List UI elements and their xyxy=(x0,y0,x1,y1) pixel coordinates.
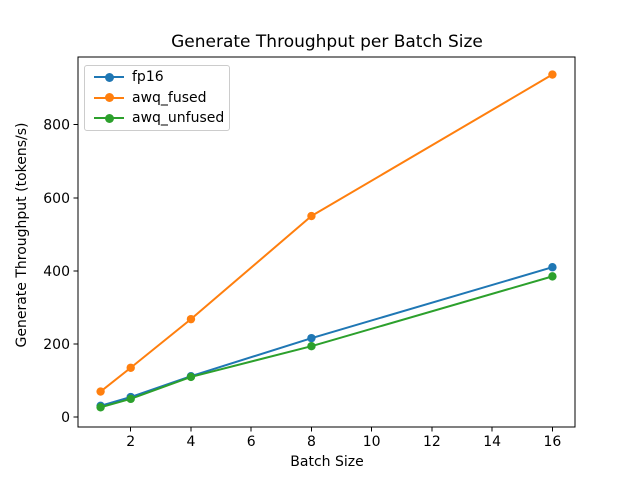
legend-marker-fp16 xyxy=(94,72,124,82)
x-tick-label: 6 xyxy=(247,434,256,450)
y-axis-label: Generate Throughput (tokens/s) xyxy=(14,122,30,348)
x-axis-label: Batch Size xyxy=(290,454,364,470)
y-tick-label: 800 xyxy=(43,118,70,134)
chart-title: Generate Throughput per Batch Size xyxy=(171,32,483,52)
data-point-fp16-x16 xyxy=(548,263,557,272)
legend-item-fp16: fp16 xyxy=(94,67,220,88)
legend-item-awq-unfused: awq_unfused xyxy=(94,108,224,129)
x-tick-label: 14 xyxy=(483,434,501,450)
data-point-awq_fused-x1 xyxy=(96,387,105,396)
data-point-awq_unfused-x16 xyxy=(548,272,557,281)
series-line-awq_unfused xyxy=(99,275,554,409)
data-point-awq_fused-x16 xyxy=(548,70,557,79)
data-point-awq_fused-x2 xyxy=(126,363,135,372)
data-point-awq_unfused-x8 xyxy=(307,341,316,351)
legend-label: awq_fused xyxy=(132,89,207,106)
legend-label: fp16 xyxy=(132,69,164,86)
axes-border xyxy=(77,56,576,428)
legend-marker-awq-unfused xyxy=(94,113,124,123)
x-tick-label: 8 xyxy=(307,434,316,450)
x-tick-label: 2 xyxy=(126,434,135,450)
legend-label: awq_unfused xyxy=(132,110,225,127)
data-point-awq_fused-x8 xyxy=(307,211,316,221)
data-point-awq_unfused-x4 xyxy=(186,372,196,382)
legend-item-awq-fused: awq_fused xyxy=(94,88,220,109)
data-point-awq_unfused-x2 xyxy=(126,394,135,404)
x-tick-label: 4 xyxy=(186,434,195,450)
x-tick-label: 10 xyxy=(363,434,381,450)
y-tick-label: 0 xyxy=(61,410,70,426)
x-tick-label: 12 xyxy=(423,434,441,450)
legend-marker-awq-fused xyxy=(94,93,124,103)
data-point-fp16-x8 xyxy=(307,333,316,343)
legend: fp16 awq_fused awq_unfused xyxy=(84,65,230,131)
x-tick-label: 16 xyxy=(543,434,561,450)
y-tick-label: 600 xyxy=(43,191,70,207)
data-point-awq_fused-x4 xyxy=(186,314,196,324)
data-point-awq_unfused-x1 xyxy=(96,403,105,412)
y-tick-label: 200 xyxy=(43,337,70,353)
y-tick-label: 400 xyxy=(43,264,70,280)
